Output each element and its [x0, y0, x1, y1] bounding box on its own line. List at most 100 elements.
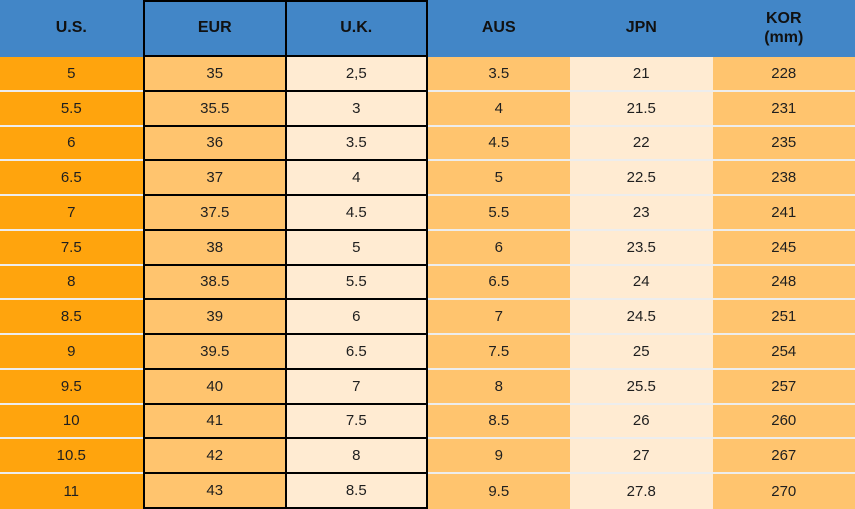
cell-aus-row-8: 7 — [427, 300, 570, 336]
cell-aus-row-7: 6.5 — [427, 265, 570, 301]
table-row: 8.5 39 6 7 24.5 251 — [0, 300, 855, 336]
header-us: U.S. — [0, 0, 143, 57]
table-row: 9.5 40 7 8 25.5 257 — [0, 369, 855, 405]
cell-aus-row-5: 5.5 — [427, 196, 570, 231]
cell-jpn-row-12: 27 — [570, 439, 713, 475]
table-row: 5.5 35.5 3 4 21.5 231 — [0, 91, 855, 127]
cell-uk-row-13: 8.5 — [285, 474, 428, 509]
cell-eur-row-7: 38.5 — [142, 265, 285, 301]
cell-uk-row-3: 3.5 — [285, 126, 428, 162]
cell-kor-row-6: 245 — [712, 230, 855, 266]
cell-kor-row-4: 238 — [712, 161, 855, 197]
cell-kor-row-8: 251 — [712, 300, 855, 336]
cell-eur-row-8: 39 — [142, 300, 285, 336]
table-row: 10.5 42 8 9 27 267 — [0, 439, 855, 475]
cell-us-row-8: 8.5 — [0, 300, 143, 336]
header-eur-label: EUR — [197, 19, 232, 37]
cell-us-row-4: 6.5 — [0, 161, 143, 197]
table-row: 11 43 8.5 9.5 27.8 270 — [0, 474, 855, 509]
cell-us-row-2: 5.5 — [0, 91, 143, 127]
cell-jpn-row-11: 26 — [570, 404, 713, 440]
cell-uk-row-2: 3 — [285, 91, 428, 127]
cell-us-row-12: 10.5 — [0, 439, 143, 475]
header-kor: KOR (mm) — [712, 0, 855, 57]
header-aus-label: AUS — [481, 19, 516, 37]
cell-eur-row-6: 38 — [142, 230, 285, 266]
cell-uk-row-8: 6 — [285, 300, 428, 336]
header-uk: U.K. — [285, 0, 428, 57]
cell-jpn-row-10: 25.5 — [570, 369, 713, 405]
cell-us-row-7: 8 — [0, 265, 143, 301]
table-row: 9 39.5 6.5 7.5 25 254 — [0, 335, 855, 370]
cell-jpn-row-6: 23.5 — [570, 230, 713, 266]
header-kor-label: KOR — [765, 10, 802, 28]
cell-us-row-5: 7 — [0, 196, 143, 231]
cell-jpn-row-1: 21 — [570, 57, 713, 92]
table-header-row: U.S. EUR U.K. AUS JPN KOR (mm) — [0, 0, 855, 57]
cell-uk-row-7: 5.5 — [285, 265, 428, 301]
cell-kor-row-7: 248 — [712, 265, 855, 301]
cell-aus-row-3: 4.5 — [427, 126, 570, 162]
cell-eur-row-12: 42 — [142, 439, 285, 475]
cell-kor-row-3: 235 — [712, 126, 855, 162]
table-row: 8 38.5 5.5 6.5 24 248 — [0, 265, 855, 301]
table-row: 6.5 37 4 5 22.5 238 — [0, 161, 855, 197]
header-aus: AUS — [427, 0, 570, 57]
cell-eur-row-9: 39.5 — [142, 335, 285, 370]
cell-uk-row-12: 8 — [285, 439, 428, 475]
cell-kor-row-10: 257 — [712, 369, 855, 405]
header-eur: EUR — [142, 0, 285, 57]
cell-jpn-row-7: 24 — [570, 265, 713, 301]
header-us-label: U.S. — [55, 19, 87, 37]
cell-uk-row-10: 7 — [285, 369, 428, 405]
cell-aus-row-12: 9 — [427, 439, 570, 475]
cell-kor-row-2: 231 — [712, 91, 855, 127]
cell-eur-row-5: 37.5 — [142, 196, 285, 231]
cell-us-row-10: 9.5 — [0, 369, 143, 405]
cell-eur-row-13: 43 — [142, 474, 285, 509]
cell-kor-row-13: 270 — [712, 474, 855, 509]
cell-uk-row-11: 7.5 — [285, 404, 428, 440]
header-jpn-label: JPN — [625, 19, 657, 37]
header-uk-label: U.K. — [340, 19, 373, 37]
cell-kor-row-9: 254 — [712, 335, 855, 370]
header-jpn: JPN — [570, 0, 713, 57]
cell-us-row-11: 10 — [0, 404, 143, 440]
cell-us-row-9: 9 — [0, 335, 143, 370]
cell-uk-row-1: 2,5 — [285, 57, 428, 92]
header-kor-unit: (mm) — [764, 28, 804, 46]
cell-aus-row-13: 9.5 — [427, 474, 570, 509]
cell-aus-row-4: 5 — [427, 161, 570, 197]
cell-jpn-row-5: 23 — [570, 196, 713, 231]
table-row: 10 41 7.5 8.5 26 260 — [0, 404, 855, 440]
table-row: 7.5 38 5 6 23.5 245 — [0, 230, 855, 266]
cell-aus-row-2: 4 — [427, 91, 570, 127]
cell-kor-row-12: 267 — [712, 439, 855, 475]
cell-uk-row-4: 4 — [285, 161, 428, 197]
cell-eur-row-1: 35 — [142, 57, 285, 92]
cell-us-row-1: 5 — [0, 57, 143, 92]
cell-kor-row-1: 228 — [712, 57, 855, 92]
cell-eur-row-4: 37 — [142, 161, 285, 197]
cell-uk-row-5: 4.5 — [285, 196, 428, 231]
cell-eur-row-10: 40 — [142, 369, 285, 405]
table-row: 6 36 3.5 4.5 22 235 — [0, 126, 855, 162]
cell-us-row-3: 6 — [0, 126, 143, 162]
cell-aus-row-6: 6 — [427, 230, 570, 266]
cell-uk-row-9: 6.5 — [285, 335, 428, 370]
table-row: 7 37.5 4.5 5.5 23 241 — [0, 196, 855, 231]
cell-jpn-row-13: 27.8 — [570, 474, 713, 509]
cell-kor-row-5: 241 — [712, 196, 855, 231]
cell-aus-row-1: 3.5 — [427, 57, 570, 92]
cell-eur-row-11: 41 — [142, 404, 285, 440]
cell-uk-row-6: 5 — [285, 230, 428, 266]
cell-jpn-row-9: 25 — [570, 335, 713, 370]
cell-aus-row-10: 8 — [427, 369, 570, 405]
cell-aus-row-11: 8.5 — [427, 404, 570, 440]
cell-eur-row-2: 35.5 — [142, 91, 285, 127]
cell-aus-row-9: 7.5 — [427, 335, 570, 370]
cell-jpn-row-4: 22.5 — [570, 161, 713, 197]
cell-jpn-row-2: 21.5 — [570, 91, 713, 127]
cell-kor-row-11: 260 — [712, 404, 855, 440]
